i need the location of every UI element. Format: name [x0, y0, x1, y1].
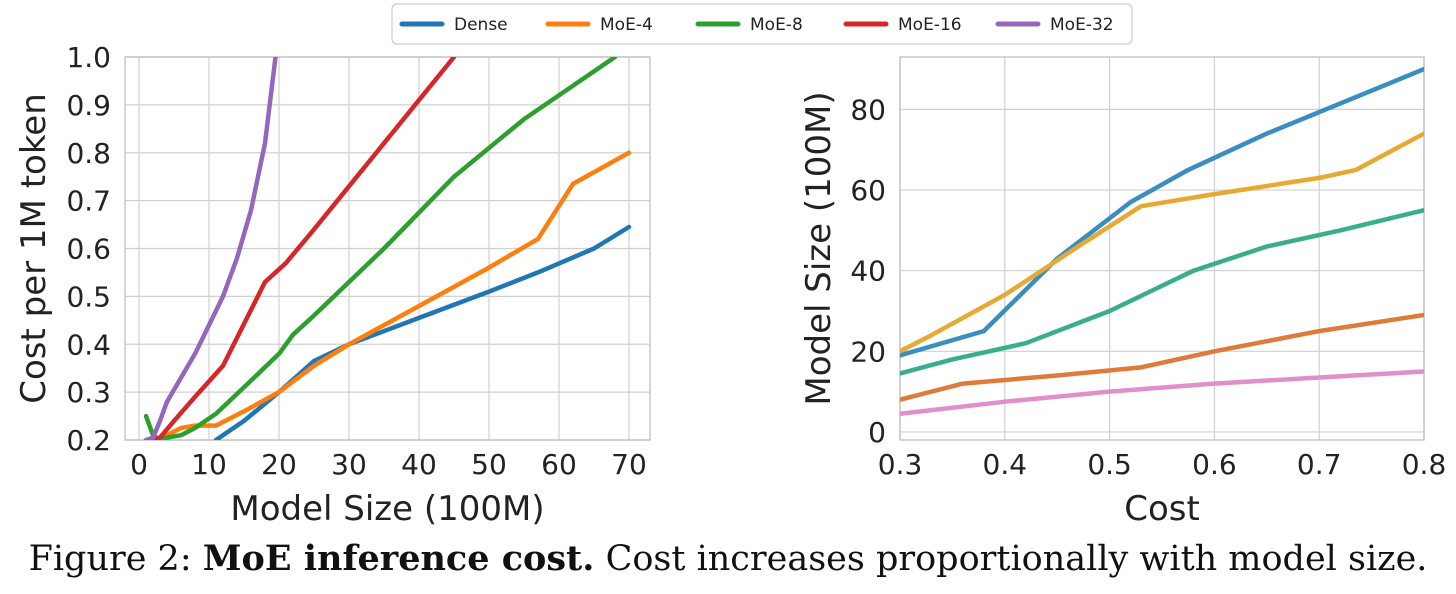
- right-series-group: [900, 66, 1424, 417]
- legend: Dense MoE-4 MoE-8 MoE-16 MoE-32: [391, 3, 1133, 45]
- left-xtick-label: 50: [471, 448, 507, 481]
- legend-label-dense: Dense: [454, 15, 508, 35]
- right-ytick-label: 40: [850, 255, 886, 288]
- right-chart-size-vs-cost: 0.3 0.4 0.5 0.6 0.7 0.8 0 20 40 60 80 Cost Model Siz…: [799, 56, 1447, 529]
- left-ytick-label: 0.8: [66, 137, 111, 170]
- legend-label-moe-8: MoE-8: [750, 15, 803, 35]
- left-y-axis-label: Cost per 1M token: [14, 93, 54, 404]
- right-series-line-2: [900, 131, 1424, 354]
- caption-text: Cost increases proportionally with model…: [605, 539, 1428, 579]
- right-x-axis-label: Cost: [1124, 489, 1200, 529]
- left-xtick-label: 30: [331, 448, 367, 481]
- left-series-moe-8: [143, 57, 618, 440]
- left-xtick-label: 70: [611, 448, 647, 481]
- left-ytick-label: 0.6: [66, 233, 111, 266]
- right-xtick-label: 0.6: [1192, 448, 1237, 481]
- right-series-line-5: [900, 369, 1424, 417]
- right-xtick-label: 0.4: [983, 448, 1028, 481]
- left-xtick-label: 40: [401, 448, 437, 481]
- left-xtick-label: 0: [130, 448, 148, 481]
- right-plot-frame: [899, 56, 1425, 441]
- left-xtick-label: 60: [541, 448, 577, 481]
- left-xtick-label: 10: [191, 448, 227, 481]
- right-ytick-label: 60: [850, 174, 886, 207]
- right-ytick-label: 0: [868, 416, 886, 449]
- left-x-axis-label: Model Size (100M): [230, 489, 544, 529]
- right-series-line-1: [900, 66, 1424, 358]
- left-series-dense: [213, 224, 632, 440]
- right-series-line-4: [900, 312, 1424, 402]
- left-ytick-label: 0.2: [66, 424, 111, 457]
- caption-label: Figure 2:: [28, 539, 192, 579]
- legend-label-moe-32: MoE-32: [1050, 15, 1114, 35]
- right-ytick-label: 20: [850, 335, 886, 368]
- left-xtick-label: 20: [261, 448, 297, 481]
- right-y-axis-label: Model Size (100M): [799, 91, 839, 405]
- left-plot-frame: [124, 56, 651, 441]
- left-ytick-label: 0.4: [66, 328, 111, 361]
- right-xtick-label: 0.7: [1297, 448, 1342, 481]
- left-ytick-label: 0.3: [66, 376, 111, 409]
- left-ytick-label: 0.9: [66, 89, 111, 122]
- right-xtick-label: 0.3: [878, 448, 923, 481]
- legend-label-moe-4: MoE-4: [600, 15, 653, 35]
- left-ytick-label: 0.7: [66, 185, 111, 218]
- left-series-moe-4: [150, 150, 632, 440]
- caption-bold: MoE inference cost.: [202, 538, 595, 579]
- left-series-moe-16: [150, 57, 457, 440]
- right-series-line-3: [900, 207, 1424, 376]
- left-ytick-label: 0.5: [66, 280, 111, 313]
- figure-caption: Figure 2: MoE inference cost. Cost incre…: [0, 538, 1456, 579]
- right-xtick-label: 0.5: [1087, 448, 1132, 481]
- legend-label-moe-16: MoE-16: [898, 15, 962, 35]
- legend-box: [391, 3, 1133, 45]
- left-series-group: [143, 57, 632, 440]
- right-xtick-label: 0.8: [1402, 448, 1447, 481]
- right-ytick-label: 80: [850, 93, 886, 126]
- left-chart-cost-vs-size: 0 10 20 30 40 50 60 70 0.2 0.3 0.4 0.5 0.6 0.7 0.8 0.9 1…: [14, 41, 651, 529]
- left-series-moe-32: [143, 57, 278, 440]
- left-ytick-label: 1.0: [66, 41, 111, 74]
